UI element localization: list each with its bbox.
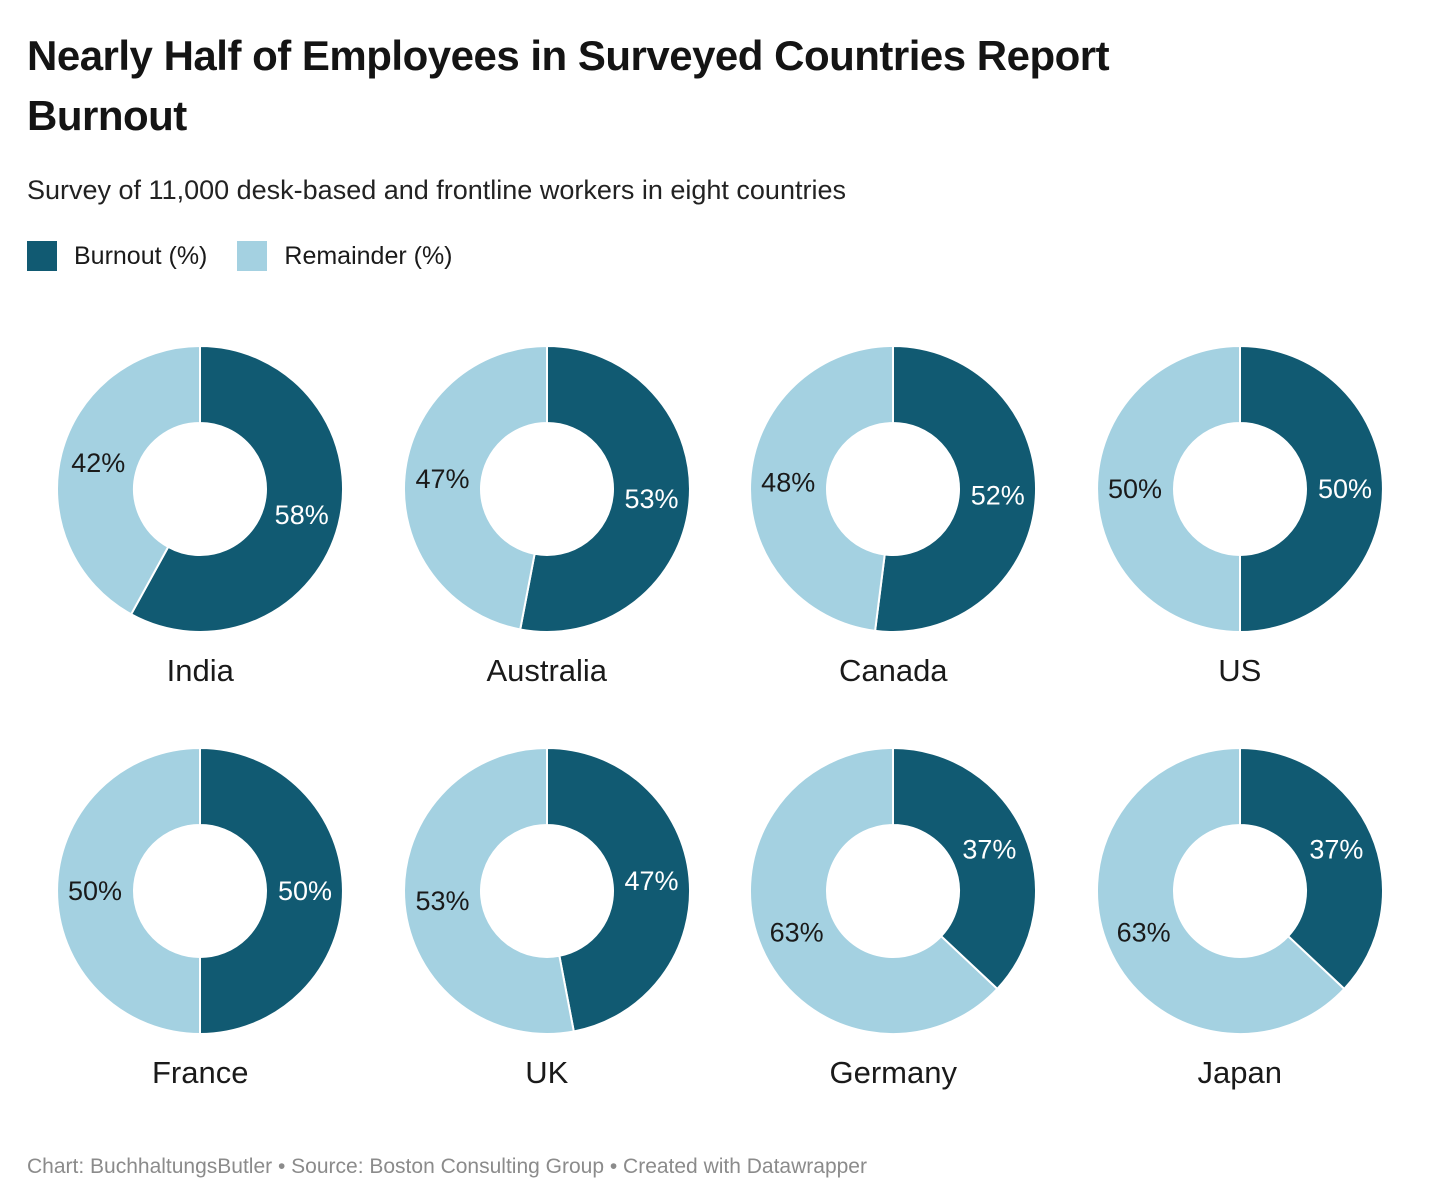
slice-burnout xyxy=(545,747,691,1033)
donut-cell-india: 58% 42% India xyxy=(27,339,374,689)
slice-remainder xyxy=(749,747,999,1035)
country-label: India xyxy=(166,653,234,688)
donut-cell-germany: 37% 63% Germany xyxy=(720,741,1067,1091)
legend-swatch-remainder xyxy=(237,241,268,271)
slice-remainder xyxy=(56,747,202,1035)
donut-chart-india: 58% 42% xyxy=(56,345,345,633)
slice-label-remainder: 63% xyxy=(770,918,824,948)
slice-label-remainder: 42% xyxy=(72,448,126,478)
donut-chart-uk: 47% 53% xyxy=(402,747,691,1035)
slice-label-remainder: 53% xyxy=(415,886,469,916)
slice-label-burnout: 50% xyxy=(1318,474,1372,504)
donut-chart-japan: 37% 63% xyxy=(1095,747,1384,1035)
country-label: Canada xyxy=(838,653,948,688)
country-label: Germany xyxy=(829,1055,957,1090)
donut-cell-us: 50% 50% US xyxy=(1067,339,1414,689)
slice-burnout xyxy=(874,345,1038,633)
slice-remainder xyxy=(1095,345,1241,633)
slice-label-burnout: 58% xyxy=(275,500,329,530)
slice-label-burnout: 52% xyxy=(971,481,1025,511)
chart-title-line-1: Nearly Half of Employees in Surveyed Cou… xyxy=(27,32,1110,79)
donut-cell-australia: 53% 47% Australia xyxy=(374,339,721,689)
slice-burnout xyxy=(199,747,345,1035)
slice-label-remainder: 50% xyxy=(68,876,122,906)
legend-label-remainder: Remainder (%) xyxy=(284,241,453,270)
slice-remainder xyxy=(402,345,548,631)
chart-title-line-2: Burnout xyxy=(27,92,187,139)
donut-cell-uk: 47% 53% UK xyxy=(374,741,721,1091)
legend-item-remainder: Remainder (%) xyxy=(237,241,453,271)
legend-swatch-burnout xyxy=(27,241,57,271)
legend: Burnout (%) Remainder (%) xyxy=(27,241,1413,271)
donut-cell-france: 50% 50% France xyxy=(27,741,374,1091)
slice-burnout xyxy=(892,747,1038,990)
slice-label-remainder: 63% xyxy=(1116,918,1170,948)
slice-remainder xyxy=(56,345,202,616)
slice-label-burnout: 37% xyxy=(1309,834,1363,864)
chart-title: Nearly Half of Employees in Surveyed Cou… xyxy=(27,26,1413,146)
legend-label-burnout: Burnout (%) xyxy=(74,241,208,270)
donut-cell-canada: 52% 48% Canada xyxy=(720,339,1067,689)
chart-footer: Chart: BuchhaltungsButler • Source: Bost… xyxy=(27,1155,867,1178)
donut-chart-france: 50% 50% xyxy=(56,747,345,1035)
slice-burnout xyxy=(130,345,345,633)
donut-chart-canada: 52% 48% xyxy=(749,345,1038,633)
country-label: Australia xyxy=(486,653,608,688)
slice-label-burnout: 47% xyxy=(624,866,678,896)
country-label: UK xyxy=(525,1055,569,1090)
donut-chart-us: 50% 50% xyxy=(1095,345,1384,633)
donut-grid: 58% 42% India 53% 47% Australia 52% 48% Canada 50… xyxy=(27,339,1413,1091)
slice-remainder xyxy=(1095,747,1345,1035)
slice-label-remainder: 47% xyxy=(415,464,469,494)
slice-label-burnout: 37% xyxy=(963,834,1017,864)
chart-subtitle: Survey of 11,000 desk-based and frontlin… xyxy=(27,175,846,205)
slice-burnout xyxy=(1238,747,1384,990)
country-label: US xyxy=(1218,653,1262,688)
slice-burnout xyxy=(518,345,691,633)
donut-cell-japan: 37% 63% Japan xyxy=(1067,741,1414,1091)
slice-label-remainder: 48% xyxy=(761,467,815,497)
slice-burnout xyxy=(1238,345,1384,633)
slice-remainder xyxy=(749,345,895,632)
donut-chart-australia: 53% 47% xyxy=(402,345,691,633)
country-label: Japan xyxy=(1197,1055,1282,1090)
donut-chart-germany: 37% 63% xyxy=(749,747,1038,1035)
slice-label-burnout: 53% xyxy=(624,484,678,514)
slice-label-remainder: 50% xyxy=(1108,474,1162,504)
slice-label-burnout: 50% xyxy=(278,876,332,906)
country-label: France xyxy=(152,1055,249,1090)
legend-item-burnout: Burnout (%) xyxy=(27,241,207,271)
slice-remainder xyxy=(402,747,575,1035)
